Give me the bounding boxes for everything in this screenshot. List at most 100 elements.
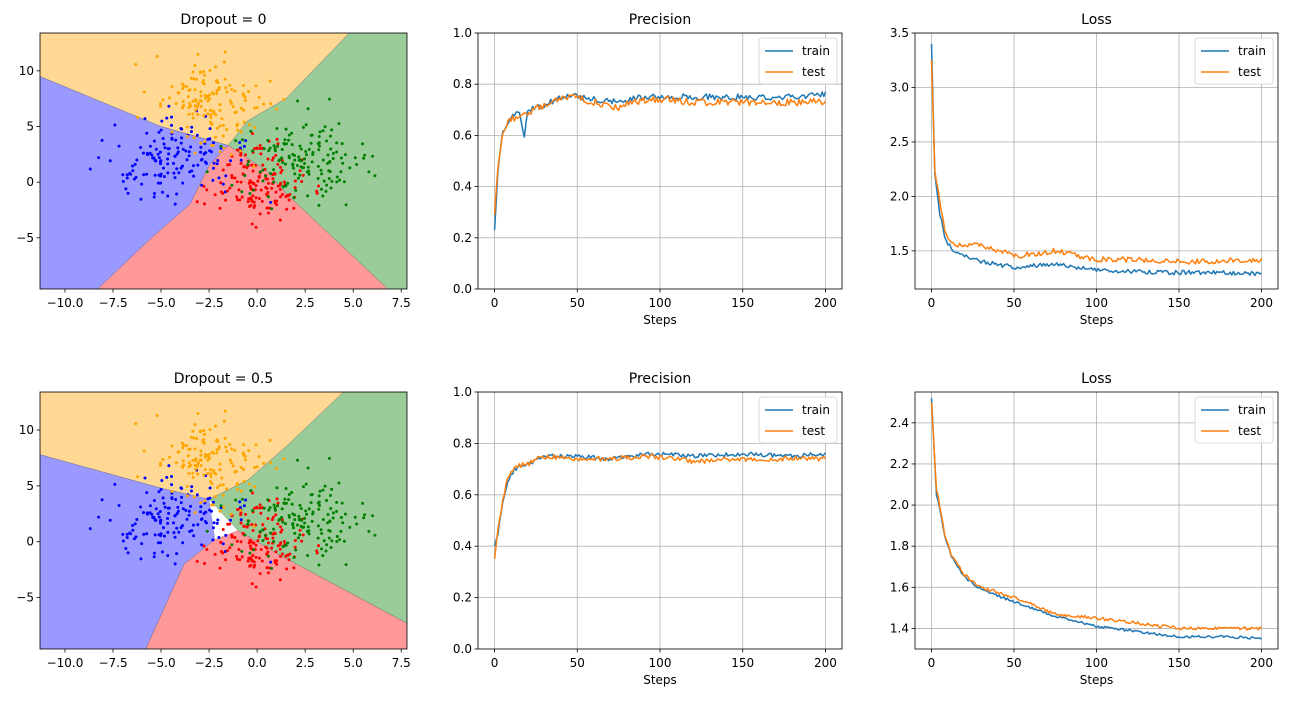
point-red (272, 531, 276, 535)
point-red (244, 153, 248, 157)
point-red (266, 157, 270, 161)
point-orange (257, 455, 261, 459)
region-red (97, 145, 388, 289)
point-blue (148, 511, 152, 515)
point-green (328, 134, 332, 138)
point-orange (247, 123, 251, 127)
point-blue (121, 539, 125, 543)
point-blue (124, 187, 128, 191)
point-orange (142, 90, 146, 94)
point-green (327, 169, 331, 173)
point-blue (211, 178, 215, 182)
point-orange (136, 115, 140, 119)
point-red (276, 501, 280, 505)
point-orange (241, 467, 245, 471)
point-blue (159, 532, 163, 536)
point-green (258, 170, 262, 174)
point-blue (211, 500, 215, 504)
region-green (209, 392, 407, 624)
x-tick-label: 5.0 (344, 656, 363, 670)
point-green (337, 122, 341, 126)
point-green (293, 531, 297, 535)
x-tick-label: 150 (731, 656, 754, 670)
point-orange (203, 73, 207, 77)
point-blue (269, 200, 273, 204)
point-green (287, 514, 291, 518)
point-green (341, 161, 345, 165)
point-green (284, 162, 288, 166)
point-orange (235, 483, 239, 487)
point-orange (262, 102, 266, 106)
point-blue (196, 163, 200, 167)
point-blue (161, 526, 165, 530)
point-blue (158, 150, 162, 154)
point-blue (131, 524, 135, 528)
point-blue (167, 147, 171, 151)
point-green (306, 554, 310, 558)
point-red (224, 558, 228, 562)
point-blue (170, 483, 174, 487)
point-red (315, 551, 319, 555)
point-green (327, 536, 331, 540)
point-red (293, 539, 297, 543)
point-red (292, 566, 296, 570)
y-tick-label: −5 (16, 591, 34, 605)
point-green (328, 160, 332, 164)
point-orange (243, 99, 247, 103)
point-blue (185, 158, 189, 162)
y-tick-label: 0.8 (453, 77, 472, 91)
point-green (318, 130, 322, 134)
point-orange (191, 471, 195, 475)
point-orange (195, 436, 199, 440)
point-orange (269, 461, 273, 465)
point-red (280, 528, 284, 532)
point-blue (208, 127, 212, 131)
region-boundary (40, 76, 229, 289)
point-blue (180, 136, 184, 140)
axes-frame (39, 32, 408, 290)
point-orange (196, 411, 200, 415)
point-orange (181, 446, 185, 450)
point-blue (215, 521, 219, 525)
point-green (303, 516, 307, 520)
point-blue (179, 526, 183, 530)
point-blue (192, 523, 196, 527)
point-green (281, 161, 285, 165)
point-green (247, 519, 251, 523)
point-orange (212, 111, 216, 115)
point-orange (269, 102, 273, 106)
point-green (330, 539, 334, 543)
point-blue (159, 159, 163, 163)
point-blue (139, 197, 143, 201)
point-red (205, 188, 209, 192)
point-green (326, 153, 330, 157)
point-red (251, 553, 255, 557)
point-orange (214, 472, 218, 476)
series-test (930, 60, 1263, 265)
point-blue (242, 504, 246, 508)
point-green (273, 149, 277, 153)
point-blue (145, 491, 149, 495)
point-red (250, 558, 254, 562)
point-green (280, 507, 284, 511)
point-green (294, 188, 298, 192)
point-blue (142, 173, 146, 177)
point-green (339, 529, 343, 533)
point-red (237, 188, 241, 192)
point-orange (208, 468, 212, 472)
point-blue (190, 485, 194, 489)
point-orange (242, 443, 246, 447)
point-orange (222, 419, 226, 423)
point-green (272, 168, 276, 172)
series-test (493, 453, 827, 560)
point-orange (217, 87, 221, 91)
cluster-orange (134, 409, 286, 528)
point-blue (192, 164, 196, 168)
x-tick-label: 0 (491, 656, 499, 670)
point-orange (192, 136, 196, 140)
point-green (292, 196, 296, 200)
point-blue (217, 176, 221, 180)
point-blue (223, 550, 227, 554)
point-blue (170, 474, 174, 478)
point-orange (211, 451, 215, 455)
